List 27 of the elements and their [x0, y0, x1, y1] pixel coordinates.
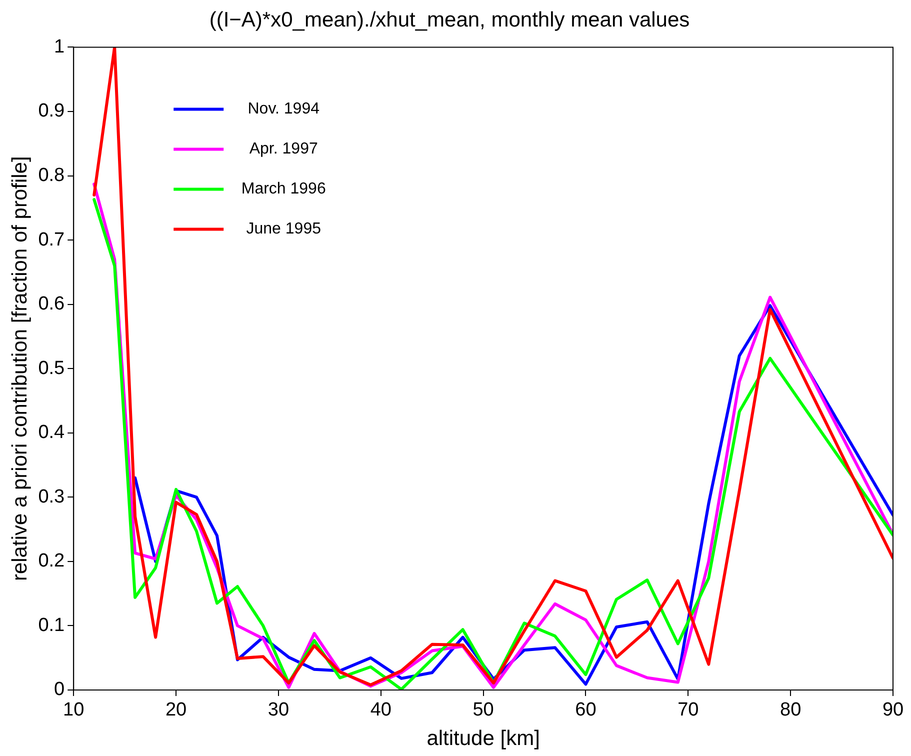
- x-tick-label: 30: [268, 700, 290, 721]
- legend-label: March 1996: [241, 180, 326, 198]
- x-tick-label: 90: [882, 700, 904, 721]
- x-tick-label: 80: [780, 700, 802, 721]
- x-tick-label: 70: [678, 700, 699, 721]
- y-tick-label: 0.6: [38, 294, 65, 315]
- x-tick-label: 10: [63, 700, 84, 721]
- x-tick-label: 40: [370, 700, 392, 721]
- y-tick-label: 0.2: [38, 550, 65, 572]
- x-tick-label: 50: [472, 700, 494, 721]
- y-tick-label: 0.5: [38, 358, 65, 379]
- y-tick-label: 1: [54, 36, 65, 58]
- y-tick-label: 0: [54, 679, 65, 700]
- y-tick-label: 0.4: [38, 422, 66, 444]
- legend-label: Apr. 1997: [249, 140, 318, 158]
- y-tick-label: 0.7: [38, 229, 65, 250]
- x-axis-title: altitude [km]: [426, 727, 540, 750]
- y-tick-label: 0.3: [38, 486, 65, 508]
- legend-label: June 1995: [246, 220, 322, 238]
- y-axis-title: relative a priori contribution [fraction of profile]: [8, 156, 32, 582]
- y-tick-label: 0.9: [38, 100, 65, 122]
- chart-title: ((I−A)*x0_mean)./xhut_mean, monthly mean values: [209, 8, 690, 32]
- y-tick-label: 0.8: [38, 164, 65, 186]
- x-tick-label: 20: [165, 700, 187, 721]
- legend-label: Nov. 1994: [248, 100, 320, 118]
- y-tick-label: 0.1: [38, 614, 65, 636]
- x-tick-label: 60: [575, 700, 596, 721]
